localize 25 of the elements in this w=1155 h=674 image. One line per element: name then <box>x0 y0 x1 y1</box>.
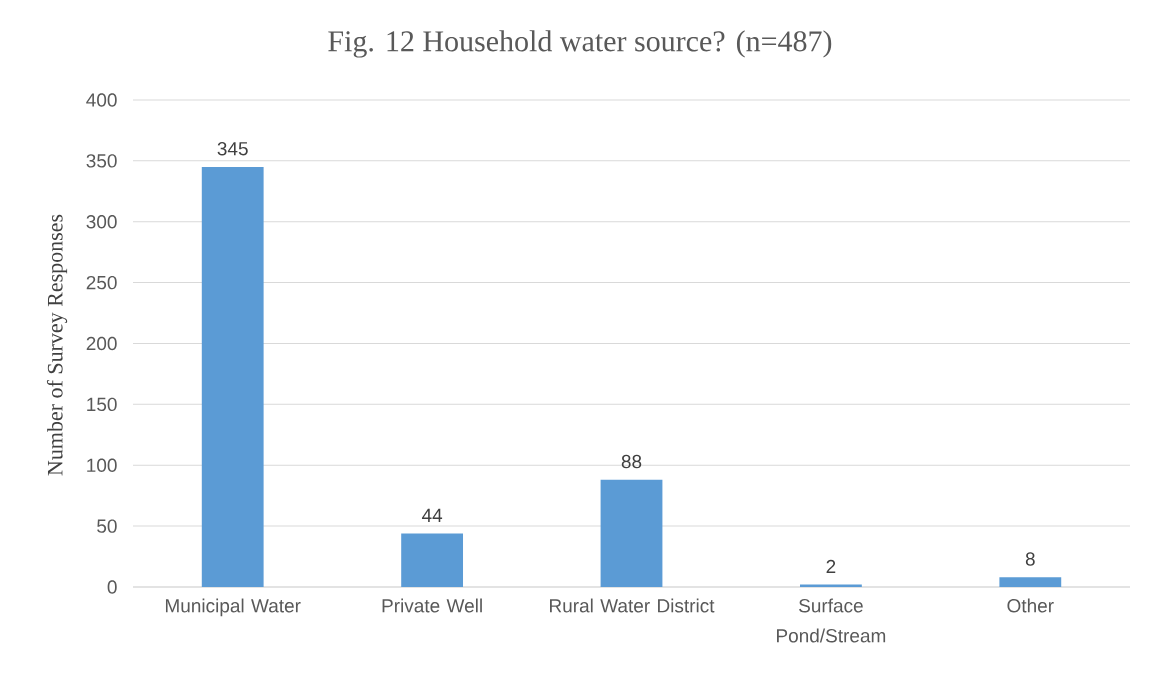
bar <box>401 533 464 587</box>
data-label: 2 <box>826 559 836 574</box>
y-tick-label: 250 <box>86 275 117 290</box>
y-tick-label: 200 <box>86 336 117 351</box>
data-label: 44 <box>421 508 443 522</box>
y-tick-label: 400 <box>86 93 117 107</box>
y-tick-label: 0 <box>107 580 117 594</box>
bar <box>201 166 264 587</box>
chart-title: Fig. 12 Household water source? (n=487) <box>328 30 832 58</box>
data-label: 88 <box>621 454 642 469</box>
x-tick-label: Municipal Water <box>165 598 301 617</box>
y-tick-label: 300 <box>86 215 117 229</box>
data-label: 345 <box>217 141 248 156</box>
y-tick-label: 350 <box>86 154 117 168</box>
bar <box>600 479 663 587</box>
x-tick-label: Surface Pond/Stream <box>777 598 886 643</box>
data-label: 8 <box>1025 552 1035 566</box>
x-tick-label: Rural Water District <box>550 598 715 613</box>
y-axis-title: Number of Survey Responses <box>46 214 68 476</box>
y-tick-label: 50 <box>97 519 117 533</box>
x-tick-label: Private Well <box>382 598 482 613</box>
x-tick-label: Other <box>1007 598 1054 613</box>
y-tick-label: 150 <box>87 397 117 412</box>
y-tick-label: 100 <box>87 458 117 472</box>
bar <box>999 577 1062 587</box>
